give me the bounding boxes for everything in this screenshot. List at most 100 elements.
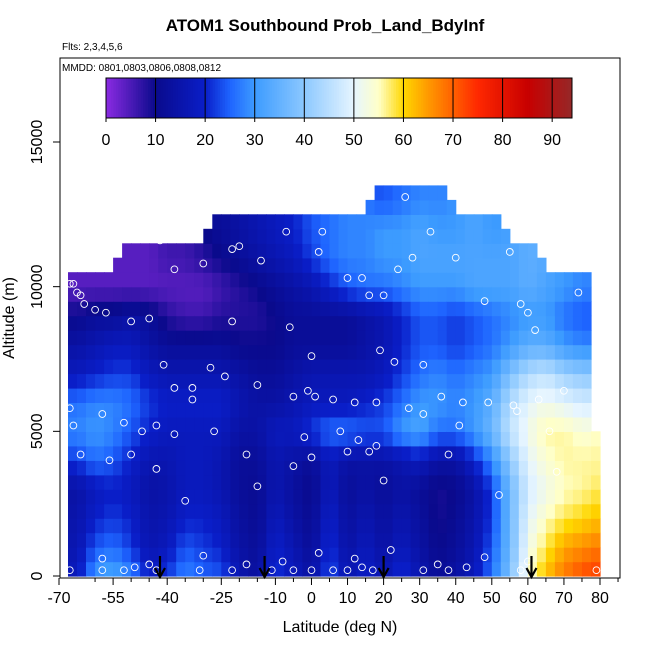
heatmap-cell <box>131 402 141 418</box>
heatmap-cell <box>68 416 78 432</box>
heatmap-cell <box>410 561 421 577</box>
heatmap-cell <box>239 547 249 563</box>
heatmap-cell <box>554 474 565 490</box>
heatmap-cell <box>194 330 204 346</box>
heatmap-cell <box>473 445 484 461</box>
colorbar-segment <box>373 78 377 118</box>
colorbar-segment <box>257 78 261 118</box>
heatmap-cell <box>401 228 412 244</box>
heatmap-cell <box>464 416 475 432</box>
colorbar-segment <box>311 78 315 118</box>
observation-point <box>379 291 388 300</box>
colorbar-segment <box>237 78 241 118</box>
colorbar-segment <box>182 78 186 118</box>
heatmap-cell <box>221 547 231 563</box>
heatmap-cell <box>104 315 114 331</box>
heatmap-cell <box>257 460 267 476</box>
heatmap-cell <box>338 460 349 476</box>
heatmap-cell <box>68 315 78 331</box>
heatmap-cell <box>194 301 204 317</box>
heatmap-cell <box>365 315 376 331</box>
colorbar-tick-label: 80 <box>494 132 512 149</box>
heatmap-cell <box>410 431 421 447</box>
y-tick-label: 10000 <box>29 264 46 309</box>
heatmap-cell <box>455 373 466 389</box>
observation-point <box>206 363 215 372</box>
heatmap-cell <box>167 503 177 519</box>
heatmap-cell <box>572 518 583 534</box>
heatmap-cell <box>257 387 267 403</box>
heatmap-cell <box>212 315 222 331</box>
heatmap-cell <box>464 460 475 476</box>
heatmap-cell <box>158 489 168 505</box>
heatmap-cell <box>122 503 132 519</box>
heatmap-cell <box>518 387 529 403</box>
heatmap-cell <box>347 431 358 447</box>
heatmap-cell <box>527 359 538 375</box>
colorbar-segment <box>403 78 407 118</box>
heatmap-cell <box>554 344 565 360</box>
heatmap-cell <box>113 359 123 375</box>
colorbar-segment <box>400 78 404 118</box>
heatmap-cell <box>149 518 159 534</box>
heatmap-cell <box>212 387 222 403</box>
heatmap-cell <box>509 301 520 317</box>
heatmap-cell <box>77 315 87 331</box>
heatmap-cell <box>410 243 421 259</box>
colorbar-segment <box>279 78 283 118</box>
heatmap-cell <box>383 214 394 230</box>
heatmap-cell <box>347 373 358 389</box>
heatmap-cell <box>374 503 385 519</box>
heatmap-cell <box>257 359 267 375</box>
heatmap-cell <box>230 402 240 418</box>
observation-point <box>372 398 381 407</box>
heatmap-cell <box>410 214 421 230</box>
heatmap-cell <box>482 214 493 230</box>
observation-point <box>307 352 316 360</box>
heatmap-cell <box>86 301 96 317</box>
colorbar-segment <box>180 78 184 118</box>
heatmap-cell <box>437 199 448 215</box>
heatmap-cell <box>545 460 556 476</box>
observation-point <box>130 563 139 572</box>
colorbar-segment <box>477 78 481 118</box>
heatmap-cell <box>572 503 583 519</box>
colorbar-segment <box>492 78 496 118</box>
heatmap-cell <box>302 518 312 534</box>
heatmap-cell <box>239 489 249 505</box>
heatmap-cell <box>401 416 412 432</box>
heatmap-cell <box>266 315 276 331</box>
heatmap-cell <box>392 330 403 346</box>
heatmap-cell <box>293 489 303 505</box>
heatmap-cell <box>464 257 475 273</box>
heatmap-cell <box>572 489 583 505</box>
heatmap-cell <box>563 489 574 505</box>
heatmap-cell <box>212 431 222 447</box>
heatmap-cell <box>131 474 141 490</box>
heatmap-cell <box>491 489 502 505</box>
heatmap-cell <box>582 561 592 577</box>
heatmap-cell <box>284 243 294 259</box>
observation-point <box>199 259 208 268</box>
heatmap-cell <box>104 532 114 548</box>
observation-point <box>336 427 345 436</box>
heatmap-cell <box>176 315 186 331</box>
heatmap-cell <box>347 228 358 244</box>
colorbar-segment <box>557 78 561 118</box>
heatmap-cell <box>266 228 276 244</box>
colorbar-segment <box>341 78 345 118</box>
colorbar-segment <box>286 78 290 118</box>
colorbar-segment <box>175 78 179 118</box>
heatmap-cell <box>500 532 511 548</box>
heatmap-cell <box>455 474 466 490</box>
heatmap-cell <box>293 518 303 534</box>
heatmap-cell <box>221 286 231 302</box>
heatmap-cell <box>122 445 132 461</box>
heatmap-cell <box>194 243 204 259</box>
heatmap-cell <box>95 416 105 432</box>
heatmap-cell <box>572 561 583 577</box>
heatmap-cell <box>383 272 394 288</box>
heatmap-cell <box>491 286 502 302</box>
heatmap-cell <box>212 228 222 244</box>
heatmap-cell <box>266 373 276 389</box>
